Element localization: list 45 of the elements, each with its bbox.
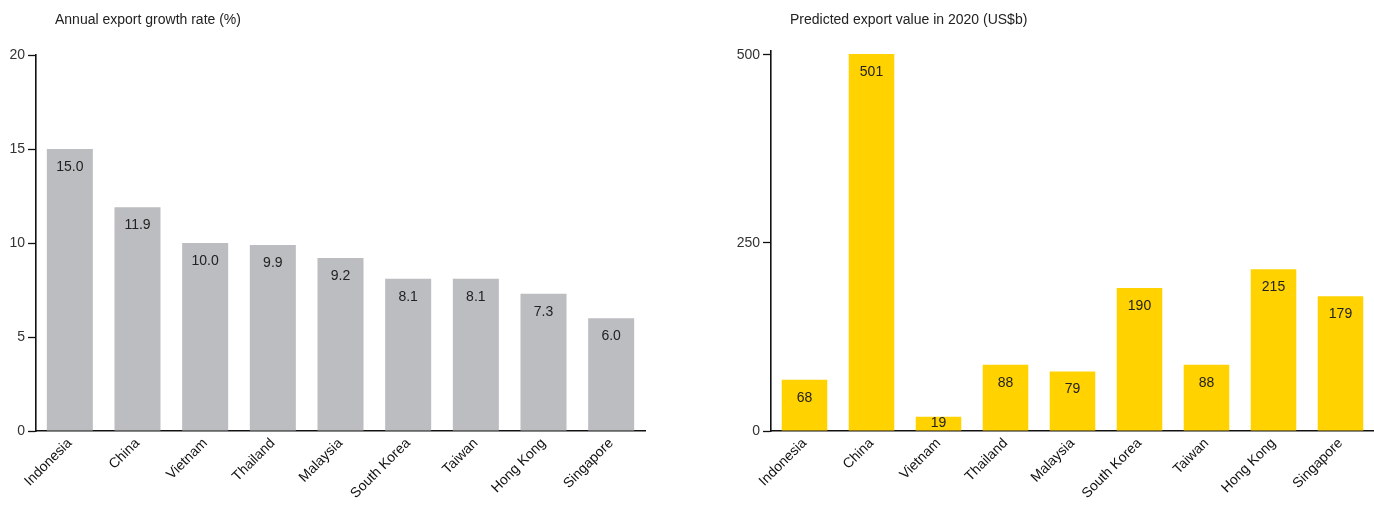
data-label: 8.1 (466, 287, 486, 304)
bar (114, 207, 161, 431)
y-tick-label: 250 (736, 233, 761, 250)
chart-title: Annual export growth rate (%) (55, 11, 241, 27)
bar (982, 364, 1029, 431)
bar (781, 379, 828, 431)
data-label: 19 (930, 414, 947, 431)
data-label: 79 (1064, 380, 1081, 397)
data-label: 88 (1198, 373, 1215, 390)
bar (1049, 371, 1096, 431)
chart-title: Predicted export value in 2020 (US$b) (790, 11, 1028, 27)
data-label: 88 (997, 373, 1014, 390)
y-tick-label: 5 (17, 327, 26, 344)
bar (46, 149, 93, 431)
bar (520, 293, 567, 431)
data-label: 15.0 (56, 157, 84, 174)
data-label: 7.3 (533, 302, 554, 319)
bar (1317, 296, 1364, 431)
y-tick-label: 15 (9, 139, 26, 156)
bar (385, 278, 432, 431)
data-label: 68 (796, 388, 813, 405)
bar (1250, 269, 1297, 431)
y-tick-label: 20 (9, 45, 26, 62)
y-tick-label: 10 (9, 233, 26, 250)
bar (249, 244, 296, 431)
bar (452, 278, 499, 431)
y-tick-label: 0 (17, 421, 26, 438)
bar (848, 54, 895, 431)
y-tick-label: 0 (752, 421, 761, 438)
bar (1116, 288, 1163, 431)
data-label: 215 (1261, 278, 1286, 295)
data-label: 9.9 (263, 253, 283, 270)
bar (1183, 364, 1230, 431)
data-label: 10.0 (191, 251, 219, 268)
data-label: 190 (1127, 296, 1152, 313)
data-label: 11.9 (124, 216, 151, 233)
y-tick-label: 500 (736, 45, 761, 62)
data-label: 6.0 (601, 327, 622, 344)
data-label: 179 (1328, 305, 1353, 322)
bar (588, 318, 635, 431)
bar (317, 258, 364, 431)
bar (182, 243, 229, 431)
data-label: 8.1 (398, 287, 419, 304)
data-label: 9.2 (330, 266, 351, 283)
data-label: 501 (859, 62, 884, 79)
